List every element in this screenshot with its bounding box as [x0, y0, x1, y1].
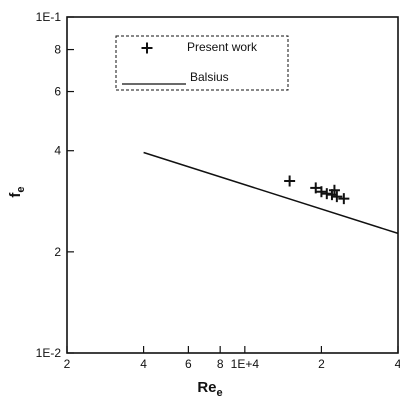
- data-point-present-work: [338, 193, 350, 205]
- y-tick-label: 6: [54, 85, 61, 99]
- y-tick-label: 1E-2: [36, 346, 62, 360]
- x-axis-label-subscript: e: [217, 387, 223, 399]
- x-tick-label: 2: [318, 357, 325, 371]
- y-tick-label: 2: [54, 245, 61, 259]
- data-point-present-work: [284, 175, 296, 187]
- data-point-present-work: [328, 184, 340, 196]
- y-tick-label: 8: [54, 43, 61, 57]
- x-axis-label: Ree: [197, 379, 222, 399]
- y-axis-label-subscript: e: [15, 186, 27, 192]
- x-tick-label: 4: [395, 357, 400, 371]
- legend: Present work Balsius: [115, 35, 289, 91]
- series-line-balsius: [143, 151, 399, 235]
- legend-box: [115, 35, 289, 91]
- y-tick-label: 4: [54, 144, 61, 158]
- legend-marker-present-work: [141, 42, 153, 54]
- legend-label-present-work: Present work: [187, 40, 258, 54]
- data-point-present-work: [315, 186, 327, 198]
- legend-plus-marker: [141, 42, 153, 54]
- x-axis-label-main: Re: [197, 379, 216, 396]
- x-tick-label: 2: [64, 357, 71, 371]
- y-tick-label: 1E-1: [36, 10, 62, 24]
- plot-frame: [66, 16, 399, 354]
- x-tick-label: 1E+4: [231, 357, 260, 371]
- x-tick-label: 8: [217, 357, 224, 371]
- x-tick-label: 6: [185, 357, 192, 371]
- data-point-present-work: [310, 182, 322, 194]
- data-point-present-work: [331, 191, 343, 203]
- y-axis-label-main: f: [7, 192, 24, 198]
- y-axis-label: fe: [7, 186, 27, 197]
- series-layer: [143, 151, 399, 235]
- legend-label-balsius: Balsius: [190, 70, 229, 84]
- x-tick-label: 4: [140, 357, 147, 371]
